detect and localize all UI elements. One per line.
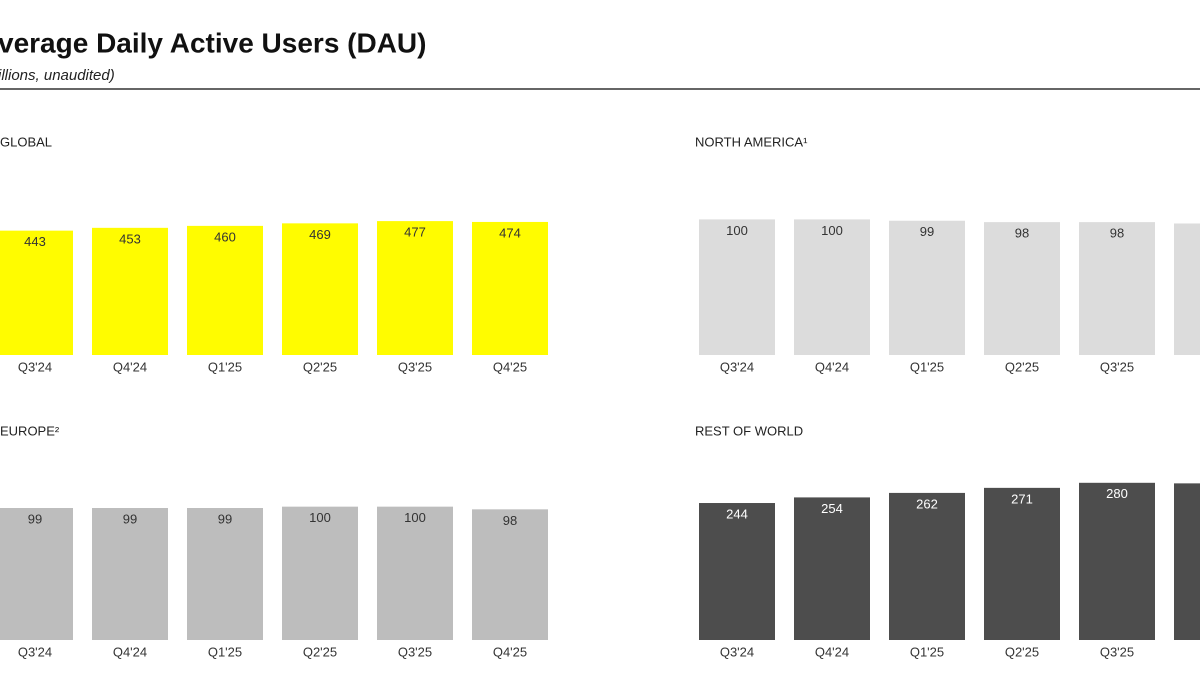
bar bbox=[282, 223, 358, 355]
x-tick-label: Q4'24 bbox=[815, 359, 849, 374]
x-tick-label: Q3'25 bbox=[1100, 644, 1134, 659]
x-tick-label: Q3'24 bbox=[720, 359, 754, 374]
bar bbox=[794, 219, 870, 355]
value-label: 98 bbox=[503, 513, 517, 528]
bar bbox=[1174, 483, 1200, 640]
value-label: 98 bbox=[1015, 226, 1029, 241]
value-label: 244 bbox=[726, 506, 748, 521]
value-label: 99 bbox=[28, 511, 42, 526]
bar bbox=[377, 221, 453, 355]
bar bbox=[699, 503, 775, 640]
bar bbox=[377, 506, 453, 640]
bar bbox=[187, 508, 263, 640]
x-tick-label: Q1'25 bbox=[208, 359, 242, 374]
panel-title: EUROPE² bbox=[0, 423, 60, 438]
x-tick-label: Q4'25 bbox=[493, 359, 527, 374]
x-tick-label: Q1'25 bbox=[208, 644, 242, 659]
value-label: 271 bbox=[1011, 491, 1033, 506]
panel-title: NORTH AMERICA¹ bbox=[695, 134, 808, 149]
x-tick-label: Q2'25 bbox=[1005, 644, 1039, 659]
x-tick-label: Q2'25 bbox=[303, 359, 337, 374]
panel-title: REST OF WORLD bbox=[695, 423, 803, 438]
value-label: 100 bbox=[404, 510, 426, 525]
bar bbox=[282, 506, 358, 640]
value-label: 100 bbox=[726, 223, 748, 238]
value-label: 469 bbox=[309, 227, 331, 242]
bar bbox=[92, 227, 168, 355]
value-label: 254 bbox=[821, 501, 843, 516]
x-tick-label: Q4'24 bbox=[113, 359, 147, 374]
panel-title: GLOBAL bbox=[0, 134, 52, 149]
slide-title: verage Daily Active Users (DAU) bbox=[0, 27, 426, 58]
x-tick-label: Q3'25 bbox=[398, 359, 432, 374]
bar bbox=[984, 487, 1060, 640]
bar bbox=[984, 222, 1060, 355]
value-label: 262 bbox=[916, 496, 938, 511]
value-label: 99 bbox=[123, 511, 137, 526]
value-label: 100 bbox=[309, 510, 331, 525]
x-tick-label: Q3'24 bbox=[720, 644, 754, 659]
bar bbox=[472, 221, 548, 355]
bar bbox=[0, 230, 73, 355]
value-label: 99 bbox=[920, 224, 934, 239]
bar bbox=[1079, 222, 1155, 355]
bar bbox=[889, 220, 965, 355]
value-label: 460 bbox=[214, 229, 236, 244]
bar bbox=[187, 225, 263, 355]
value-label: 474 bbox=[499, 225, 521, 240]
x-tick-label: Q3'25 bbox=[398, 644, 432, 659]
bar bbox=[472, 509, 548, 640]
value-label: 280 bbox=[1106, 486, 1128, 501]
x-tick-label: Q3'24 bbox=[18, 359, 52, 374]
x-tick-label: Q4'24 bbox=[815, 644, 849, 659]
bar bbox=[1079, 482, 1155, 640]
value-label: 98 bbox=[1110, 226, 1124, 241]
x-tick-label: Q2'25 bbox=[303, 644, 337, 659]
bar bbox=[92, 508, 168, 640]
value-label: 100 bbox=[821, 223, 843, 238]
bar bbox=[699, 219, 775, 355]
value-label: 99 bbox=[218, 511, 232, 526]
value-label: 443 bbox=[24, 234, 46, 249]
bar bbox=[0, 508, 73, 640]
x-tick-label: Q1'25 bbox=[910, 359, 944, 374]
bar bbox=[889, 492, 965, 640]
x-tick-label: Q4'25 bbox=[493, 644, 527, 659]
x-tick-label: Q4'24 bbox=[113, 644, 147, 659]
value-label: 453 bbox=[119, 231, 141, 246]
x-tick-label: Q3'25 bbox=[1100, 359, 1134, 374]
bar bbox=[794, 497, 870, 640]
bar bbox=[1174, 223, 1200, 355]
value-label: 477 bbox=[404, 225, 426, 240]
slide-subtitle: illions, unaudited) bbox=[0, 67, 115, 84]
x-tick-label: Q1'25 bbox=[910, 644, 944, 659]
x-tick-label: Q2'25 bbox=[1005, 359, 1039, 374]
x-tick-label: Q3'24 bbox=[18, 644, 52, 659]
